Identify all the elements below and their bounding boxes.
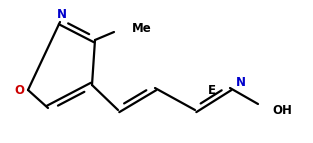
Text: O: O bbox=[14, 84, 24, 97]
Text: N: N bbox=[57, 8, 67, 21]
Text: E: E bbox=[208, 85, 216, 98]
Text: N: N bbox=[236, 77, 246, 90]
Text: OH: OH bbox=[272, 104, 292, 117]
Text: Me: Me bbox=[132, 21, 152, 34]
